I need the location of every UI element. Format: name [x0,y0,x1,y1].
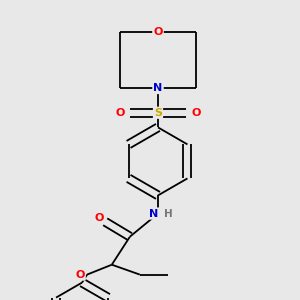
Text: N: N [149,208,159,218]
Text: O: O [75,270,85,280]
Text: O: O [115,108,125,118]
Text: O: O [94,213,104,223]
Text: O: O [191,108,201,118]
Text: H: H [164,208,172,218]
Text: N: N [153,83,163,93]
Text: S: S [154,108,162,118]
Text: O: O [153,27,163,37]
